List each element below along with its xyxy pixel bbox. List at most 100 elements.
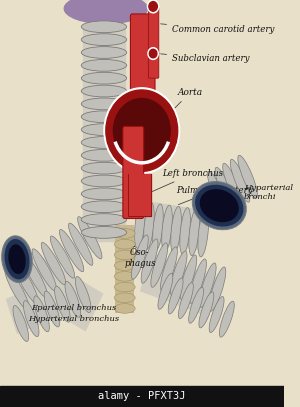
Bar bbox=[140, 253, 218, 316]
Ellipse shape bbox=[114, 261, 135, 270]
Ellipse shape bbox=[135, 201, 145, 248]
Ellipse shape bbox=[114, 304, 135, 313]
Bar bbox=[19, 254, 104, 332]
Ellipse shape bbox=[81, 124, 127, 136]
Ellipse shape bbox=[44, 291, 60, 327]
Ellipse shape bbox=[238, 155, 257, 198]
Text: Aorta: Aorta bbox=[167, 88, 203, 116]
Circle shape bbox=[148, 48, 158, 59]
Ellipse shape bbox=[141, 239, 158, 283]
Polygon shape bbox=[128, 173, 151, 217]
Text: Left bronchus: Left bronchus bbox=[152, 169, 224, 192]
Ellipse shape bbox=[32, 249, 56, 291]
Ellipse shape bbox=[180, 208, 190, 254]
Text: Hyparterial bronchus: Hyparterial bronchus bbox=[28, 315, 119, 323]
Text: Eparterial bronchus: Eparterial bronchus bbox=[31, 304, 116, 312]
Ellipse shape bbox=[5, 268, 29, 310]
Ellipse shape bbox=[199, 292, 214, 328]
Text: alamy - PFXT3J: alamy - PFXT3J bbox=[98, 391, 185, 401]
Ellipse shape bbox=[160, 247, 177, 291]
Text: Pulmonary artery: Pulmonary artery bbox=[176, 186, 252, 205]
Ellipse shape bbox=[81, 85, 127, 97]
Ellipse shape bbox=[4, 239, 29, 279]
Ellipse shape bbox=[65, 281, 81, 317]
Ellipse shape bbox=[81, 149, 127, 161]
Bar bbox=[6, 277, 70, 334]
Ellipse shape bbox=[114, 239, 135, 249]
Ellipse shape bbox=[81, 111, 127, 123]
Ellipse shape bbox=[114, 250, 135, 260]
Ellipse shape bbox=[158, 274, 173, 309]
Text: Subclavian artery: Subclavian artery bbox=[160, 54, 250, 63]
Ellipse shape bbox=[189, 287, 204, 323]
Circle shape bbox=[104, 88, 180, 173]
Ellipse shape bbox=[219, 301, 234, 337]
Ellipse shape bbox=[81, 21, 127, 33]
Ellipse shape bbox=[64, 0, 147, 24]
Ellipse shape bbox=[144, 203, 154, 249]
Ellipse shape bbox=[8, 244, 26, 274]
Ellipse shape bbox=[41, 243, 66, 284]
Circle shape bbox=[106, 90, 178, 171]
Text: Hyparterial
bronchi: Hyparterial bronchi bbox=[244, 184, 293, 201]
Ellipse shape bbox=[198, 210, 208, 257]
Ellipse shape bbox=[50, 236, 75, 278]
Ellipse shape bbox=[81, 227, 127, 239]
Ellipse shape bbox=[78, 217, 102, 259]
Ellipse shape bbox=[189, 209, 200, 256]
Ellipse shape bbox=[81, 175, 127, 187]
Ellipse shape bbox=[81, 98, 127, 110]
Ellipse shape bbox=[190, 259, 206, 303]
Ellipse shape bbox=[195, 185, 244, 227]
Ellipse shape bbox=[81, 188, 127, 200]
Ellipse shape bbox=[75, 277, 91, 313]
Circle shape bbox=[149, 2, 158, 11]
Circle shape bbox=[113, 98, 170, 163]
Ellipse shape bbox=[81, 201, 127, 212]
Ellipse shape bbox=[81, 72, 127, 84]
Ellipse shape bbox=[192, 182, 246, 230]
Ellipse shape bbox=[151, 243, 168, 287]
Ellipse shape bbox=[114, 293, 135, 302]
Ellipse shape bbox=[23, 255, 47, 298]
Ellipse shape bbox=[209, 297, 224, 333]
Ellipse shape bbox=[114, 271, 135, 281]
Ellipse shape bbox=[81, 59, 127, 71]
FancyBboxPatch shape bbox=[123, 127, 144, 219]
Ellipse shape bbox=[131, 235, 148, 279]
Ellipse shape bbox=[223, 163, 242, 206]
Ellipse shape bbox=[55, 286, 70, 322]
Ellipse shape bbox=[68, 223, 93, 265]
Circle shape bbox=[149, 49, 157, 58]
Ellipse shape bbox=[114, 229, 135, 239]
Ellipse shape bbox=[34, 296, 50, 332]
Text: Common carotid artery: Common carotid artery bbox=[160, 24, 274, 35]
Ellipse shape bbox=[114, 282, 135, 292]
FancyBboxPatch shape bbox=[148, 53, 159, 78]
Ellipse shape bbox=[14, 262, 38, 304]
Ellipse shape bbox=[23, 301, 39, 337]
Ellipse shape bbox=[170, 251, 187, 295]
Ellipse shape bbox=[162, 205, 172, 252]
Ellipse shape bbox=[13, 306, 28, 341]
Ellipse shape bbox=[208, 171, 227, 214]
Ellipse shape bbox=[153, 204, 163, 251]
Ellipse shape bbox=[168, 278, 183, 314]
FancyBboxPatch shape bbox=[130, 14, 155, 115]
Bar bbox=[140, 201, 210, 252]
Circle shape bbox=[147, 0, 159, 13]
Text: Ôso-
phagus: Ôso- phagus bbox=[124, 249, 156, 268]
Bar bbox=[115, 225, 134, 313]
Ellipse shape bbox=[81, 137, 127, 148]
Ellipse shape bbox=[81, 162, 127, 174]
Ellipse shape bbox=[178, 282, 193, 319]
Ellipse shape bbox=[81, 34, 127, 46]
Ellipse shape bbox=[200, 189, 239, 222]
Ellipse shape bbox=[2, 236, 32, 282]
Ellipse shape bbox=[199, 263, 216, 307]
Ellipse shape bbox=[180, 255, 197, 299]
Ellipse shape bbox=[215, 167, 235, 210]
Ellipse shape bbox=[81, 214, 127, 225]
Ellipse shape bbox=[171, 206, 182, 253]
FancyBboxPatch shape bbox=[148, 7, 159, 55]
